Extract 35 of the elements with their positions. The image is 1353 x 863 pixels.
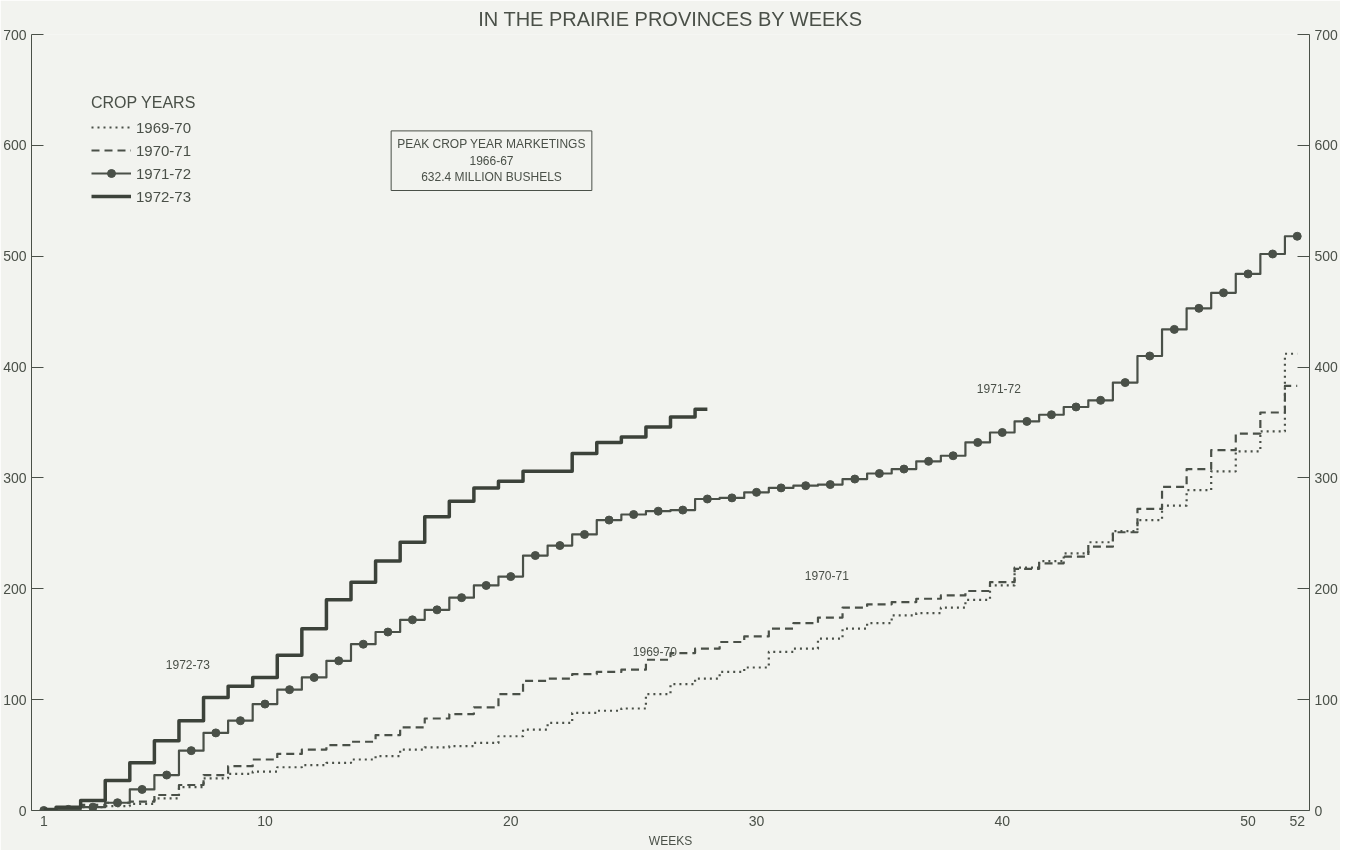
x-tick-label: 30 bbox=[748, 812, 765, 829]
y2-tick-label: 200 bbox=[1314, 580, 1339, 597]
y2-tick-label: 700 bbox=[1314, 26, 1339, 43]
y2-tick-label: 500 bbox=[1314, 248, 1339, 265]
annotation: 1971-72 bbox=[976, 382, 1022, 397]
y2-tick-label: 400 bbox=[1314, 359, 1339, 376]
legend-label: 1971-72 bbox=[136, 164, 192, 182]
annotation: 1972-73 bbox=[165, 658, 211, 673]
legend-label: 1972-73 bbox=[136, 187, 192, 205]
y2-tick-label: 600 bbox=[1314, 137, 1339, 154]
x-tick-label: 50 bbox=[1240, 812, 1257, 829]
chart-title: IN THE PRAIRIE PROVINCES BY WEEKS bbox=[478, 7, 863, 30]
legend-label: 1969-70 bbox=[136, 118, 192, 136]
legend-label: 1970-71 bbox=[136, 141, 192, 159]
x-axis-title: WEEKS bbox=[648, 833, 693, 848]
legend-title: CROP YEARS bbox=[91, 94, 196, 112]
y-tick-label: 100 bbox=[3, 691, 27, 708]
y-tick-label: 400 bbox=[3, 359, 27, 376]
y-tick-label: 500 bbox=[3, 248, 27, 265]
x-tick-label: 1 bbox=[39, 812, 48, 829]
annotation: PEAK CROP YEAR MARKETINGS 1966-67 632.4 MILLION BUSHELS bbox=[397, 136, 586, 185]
x-tick-label: 52 bbox=[1289, 812, 1306, 829]
y2-tick-label: 0 bbox=[1314, 802, 1323, 819]
annotation: 1969-70 bbox=[632, 645, 678, 660]
y-tick-label: 600 bbox=[3, 137, 27, 154]
x-tick-label: 20 bbox=[502, 812, 519, 829]
y2-tick-label: 300 bbox=[1314, 469, 1339, 486]
y2-tick-label: 100 bbox=[1314, 691, 1339, 708]
y-tick-label: 300 bbox=[3, 469, 27, 486]
x-tick-label: 10 bbox=[257, 812, 273, 829]
annotation: 1970-71 bbox=[804, 568, 850, 583]
y-tick-label: 700 bbox=[3, 26, 27, 43]
x-tick-label: 40 bbox=[994, 812, 1011, 829]
y-tick-label: 200 bbox=[3, 580, 27, 597]
y-tick-label: 0 bbox=[18, 802, 27, 819]
